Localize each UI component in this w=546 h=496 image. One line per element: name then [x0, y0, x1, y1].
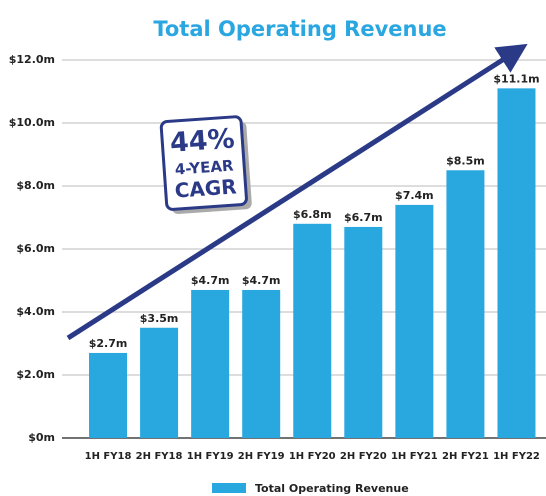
- data-label: $11.1m: [493, 72, 539, 85]
- data-label: $7.4m: [395, 189, 434, 202]
- y-tick-label: $2.0m: [16, 368, 55, 381]
- trend-arrow: [66, 43, 528, 341]
- data-label: $2.7m: [89, 337, 128, 350]
- x-tick-label: 1H FY18: [85, 451, 132, 462]
- x-tick-label: 1H FY21: [391, 451, 438, 462]
- annotation: 4-YEAR: [174, 157, 234, 179]
- x-tick-label: 1H FY22: [493, 451, 540, 462]
- y-tick-label: $10.0m: [9, 116, 55, 129]
- bar: [497, 88, 536, 438]
- data-label: $4.7m: [242, 274, 281, 287]
- y-tick-label: $12.0m: [9, 53, 55, 66]
- bar: [89, 352, 128, 438]
- x-tick-label: 2H FY21: [442, 451, 489, 462]
- legend-swatch: [212, 483, 246, 493]
- bar: [293, 223, 332, 438]
- data-label: $8.5m: [446, 154, 485, 167]
- annotation: 44%: [169, 123, 236, 158]
- cagr-box: 44% 4-YEAR CAGR: [159, 115, 252, 214]
- y-tick-label: $8.0m: [16, 179, 55, 192]
- chart-title: Total Operating Revenue: [153, 17, 446, 41]
- bar: [242, 289, 281, 438]
- bar: [446, 170, 485, 438]
- y-tick-label: $0m: [28, 431, 55, 444]
- bar: [395, 204, 434, 438]
- plot-area: $0m $2.0m $4.0m $6.0m $8.0m $10.0m $12.0m 1H FY…: [9, 53, 546, 462]
- bar: [191, 289, 230, 438]
- y-tick-label: $4.0m: [16, 305, 55, 318]
- bar: [344, 226, 383, 438]
- box: [159, 115, 248, 211]
- data-label: $6.8m: [293, 208, 332, 221]
- legend-label: Total Operating Revenue: [255, 482, 409, 495]
- x-tick-label: 2H FY20: [340, 451, 387, 462]
- data-label: $6.7m: [344, 211, 383, 224]
- data-label: $3.5m: [140, 312, 179, 325]
- x-tick-label: 1H FY19: [187, 451, 234, 462]
- data-label: $4.7m: [191, 274, 230, 287]
- bar: [140, 327, 179, 438]
- x-tick-label: 1H FY20: [289, 451, 336, 462]
- annotation: CAGR: [174, 174, 238, 202]
- x-tick-label: 2H FY18: [136, 451, 183, 462]
- x-tick-label: 2H FY19: [238, 451, 285, 462]
- y-tick-label: $6.0m: [16, 242, 55, 255]
